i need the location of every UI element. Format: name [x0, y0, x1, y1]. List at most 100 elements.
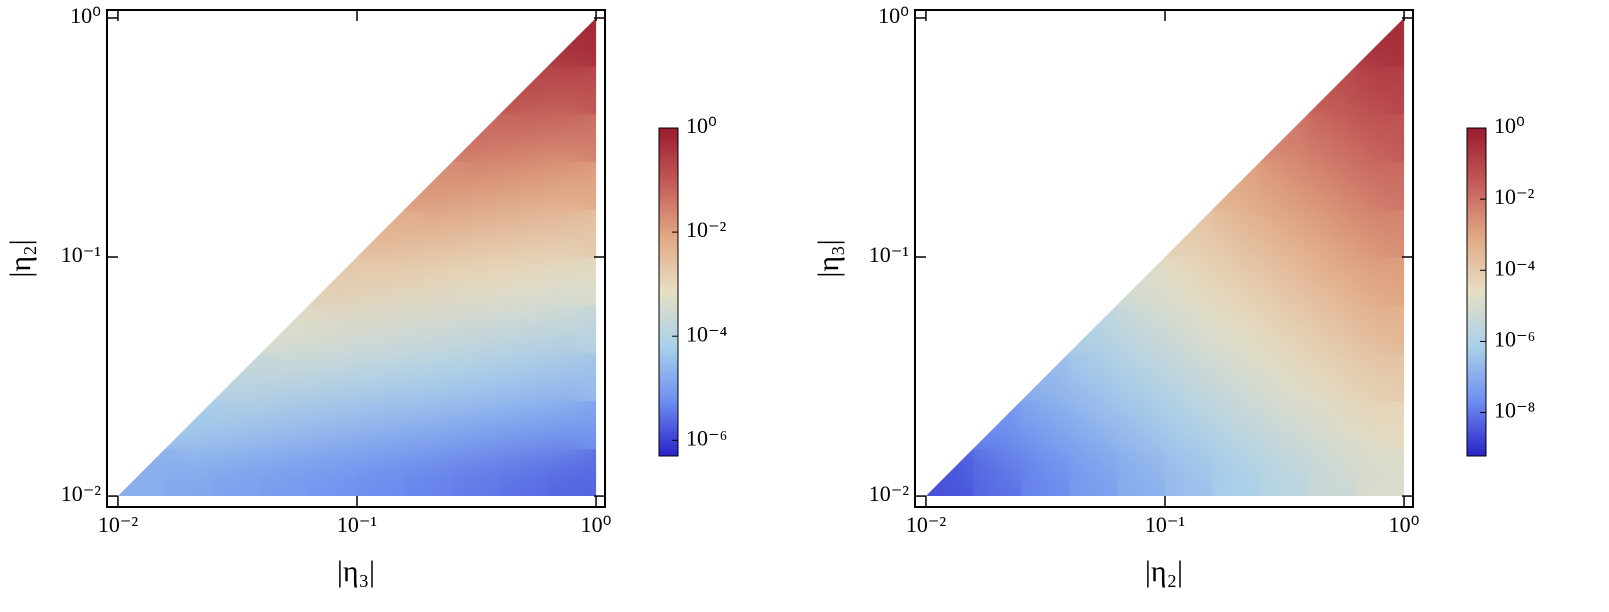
- heatmap-cell-smooth: [452, 400, 502, 450]
- heatmap-cell-smooth: [925, 448, 975, 497]
- heatmap-cell-smooth: [404, 257, 454, 306]
- heatmap-cell-smooth: [1117, 257, 1166, 306]
- heatmap-cell-smooth: [1260, 209, 1310, 258]
- heatmap-cell-smooth: [404, 448, 454, 497]
- heatmap-cell-smooth: [1308, 161, 1357, 211]
- heatmap-cell-smooth: [1260, 113, 1310, 163]
- heatmap-cell-smooth: [1356, 352, 1405, 402]
- heatmap-cell-smooth: [548, 448, 597, 497]
- heatmap-cell-smooth: [500, 400, 549, 450]
- x-tick-label: 10⁰: [1389, 512, 1420, 537]
- heatmap-cell-smooth: [309, 304, 358, 354]
- y-tick-label: 10⁻¹: [61, 242, 101, 267]
- heatmap-cell-smooth: [309, 400, 358, 450]
- heatmap-cell-smooth: [1356, 209, 1405, 258]
- x-tick-label: 10⁰: [581, 512, 612, 537]
- heatmap-cell-smooth: [973, 448, 1023, 497]
- heatmap-cell-smooth: [548, 161, 597, 211]
- heatmap-cell-smooth: [500, 352, 549, 402]
- heatmap-cell-smooth: [404, 352, 454, 402]
- heatmap-cell-smooth: [500, 113, 549, 163]
- heatmap-cell-smooth: [1260, 161, 1310, 211]
- heatmap-cell-smooth: [1356, 17, 1405, 67]
- y-axis-label: |η₂|: [4, 239, 37, 277]
- heatmap-cell-smooth: [1021, 448, 1070, 497]
- heatmap-cell-smooth: [1069, 304, 1118, 354]
- heatmap-cell-smooth: [1069, 448, 1118, 497]
- heatmap-cell-smooth: [1117, 400, 1166, 450]
- heatmap-cell-smooth: [452, 209, 502, 258]
- heatmap-cell-smooth: [1212, 161, 1262, 211]
- heatmap-cell-smooth: [452, 352, 502, 402]
- heatmap-cell-smooth: [1164, 209, 1214, 258]
- heatmap-cell-smooth: [356, 257, 406, 306]
- heatmap-cell-smooth: [309, 352, 358, 402]
- heatmap-cell-smooth: [356, 400, 406, 450]
- heatmap-cell-smooth: [1308, 448, 1357, 497]
- heatmap-cell-smooth: [213, 448, 262, 497]
- heatmap-cell-smooth: [1308, 352, 1357, 402]
- heatmap-cell-smooth: [548, 65, 597, 115]
- heatmap-cell-smooth: [452, 304, 502, 354]
- plot-frame: [914, 9, 1414, 508]
- heatmap-cell-smooth: [309, 448, 358, 497]
- heatmap-cell-smooth: [1308, 304, 1357, 354]
- heatmap-cell-smooth: [1021, 352, 1070, 402]
- heatmap-cell-smooth: [1212, 304, 1262, 354]
- colorbar-tick-label: 10⁻⁸: [1494, 398, 1535, 423]
- heatmap-smooth: [925, 17, 1405, 497]
- heatmap-cell-smooth: [1164, 257, 1214, 306]
- heatmap-cell-smooth: [117, 448, 167, 497]
- heatmap-cell-smooth: [356, 352, 406, 402]
- heatmap-cell-smooth: [452, 257, 502, 306]
- colorbar-tick-label: 10⁻⁶: [1494, 326, 1535, 351]
- y-tick-label: 10⁻²: [61, 481, 102, 506]
- heatmap-cell-smooth: [500, 65, 549, 115]
- heatmap-cell-smooth: [973, 400, 1023, 450]
- heatmap-cell-smooth: [500, 161, 549, 211]
- heatmap-cell-smooth: [213, 352, 262, 402]
- heatmap-smooth-cells: [117, 17, 597, 497]
- y-tick-label: 10⁰: [70, 3, 101, 28]
- heatmap-cell-smooth: [1356, 304, 1405, 354]
- heatmap-cell-smooth: [1117, 448, 1166, 497]
- heatmap-cell-smooth: [452, 113, 502, 163]
- heatmap-cell-smooth: [1212, 257, 1262, 306]
- heatmap-cell-smooth: [1308, 209, 1357, 258]
- heatmap-cell-smooth: [404, 209, 454, 258]
- heatmap-cell-smooth: [1308, 113, 1357, 163]
- heatmap-cell-smooth: [1021, 400, 1070, 450]
- plot-frame: [106, 9, 606, 508]
- heatmap-cell-smooth: [452, 161, 502, 211]
- heatmap-cell-smooth: [356, 304, 406, 354]
- heatmap-cell-smooth: [356, 448, 406, 497]
- heatmap-cell-smooth: [404, 304, 454, 354]
- heatmap-cell-smooth: [1117, 352, 1166, 402]
- heatmap-cell-smooth: [261, 304, 310, 354]
- heatmap-cell-smooth: [1308, 257, 1357, 306]
- heatmap-cell-smooth: [548, 352, 597, 402]
- heatmap-cell-smooth: [548, 400, 597, 450]
- colorbar-tick-label: 10⁻²: [1494, 184, 1535, 209]
- x-tick-label: 10⁻²: [98, 512, 139, 537]
- heatmap-cell-smooth: [1260, 400, 1310, 450]
- heatmap-cell-smooth: [548, 113, 597, 163]
- x-tick-label: 10⁻¹: [337, 512, 377, 537]
- heatmap-cell-smooth: [548, 304, 597, 354]
- heatmap-cell-smooth: [356, 209, 406, 258]
- colorbar-tick-label: 10⁰: [686, 113, 717, 138]
- heatmap-cell-smooth: [1260, 304, 1310, 354]
- heatmap-cell-smooth: [404, 400, 454, 450]
- y-tick-label: 10⁰: [878, 3, 909, 28]
- heatmap-cell-smooth: [500, 448, 549, 497]
- heatmap-cell-smooth: [1212, 352, 1262, 402]
- x-axis-label: |η₃|: [337, 555, 375, 588]
- heatmap-cell-smooth: [404, 161, 454, 211]
- heatmap-smooth: [117, 17, 597, 497]
- heatmap-cell-smooth: [165, 448, 215, 497]
- heatmap-cell-smooth: [1356, 257, 1405, 306]
- heatmap-cell-smooth: [1260, 448, 1310, 497]
- heatmap-cell-smooth: [1069, 352, 1118, 402]
- heatmap-cell-smooth: [500, 304, 549, 354]
